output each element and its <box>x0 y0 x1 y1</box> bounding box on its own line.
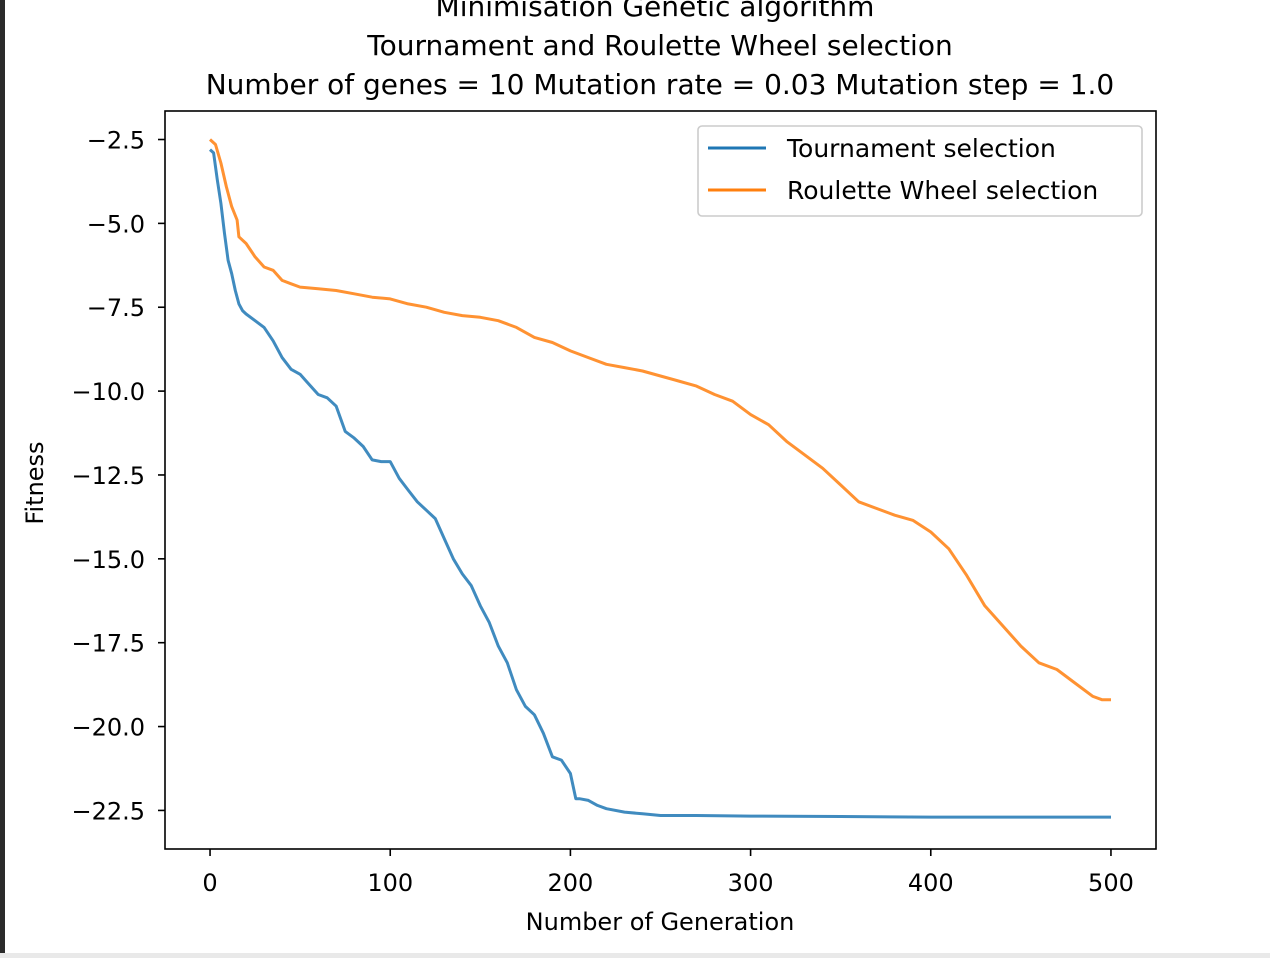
y-tick-label: −2.5 <box>87 127 145 155</box>
y-tick-label: −15.0 <box>71 546 145 574</box>
y-axis: −2.5 −5.0 −7.5 −10.0 −12.5 −15.0 −17.5 −20.0 −22… <box>71 127 165 825</box>
series-line-1 <box>208 138 1111 702</box>
x-axis-label: Number of Generation <box>526 908 795 936</box>
x-tick-label: 400 <box>908 869 954 897</box>
legend-label-tournament: Tournament selection <box>786 134 1056 163</box>
y-axis-label: Fitness <box>21 441 49 524</box>
chart-title-line-2: Tournament and Roulette Wheel selection <box>366 29 952 62</box>
x-tick-label: 300 <box>728 869 774 897</box>
legend: Tournament selection Roulette Wheel sele… <box>697 125 1143 217</box>
plot-area-frame <box>164 110 1157 850</box>
background-window-bottom <box>0 953 1270 958</box>
series-line-0 <box>208 148 1111 819</box>
chart-title-line-3: Number of genes = 10 Mutation rate = 0.0… <box>206 68 1115 101</box>
series-lines <box>208 138 1111 819</box>
x-tick-label: 500 <box>1088 869 1134 897</box>
x-tick-label: 200 <box>548 869 594 897</box>
legend-box <box>697 125 1143 217</box>
y-tick-label: −17.5 <box>71 630 145 658</box>
y-tick-label: −7.5 <box>87 294 145 322</box>
y-tick-label: −5.0 <box>87 210 145 238</box>
y-tick-label: −20.0 <box>71 714 145 742</box>
y-tick-label: −22.5 <box>71 797 145 825</box>
x-tick-label: 100 <box>367 869 413 897</box>
chart-title-line-1: Minimisation Genetic algorithm <box>436 0 875 23</box>
chart-title: Minimisation Genetic algorithm Tournamen… <box>206 0 1115 101</box>
legend-label-roulette: Roulette Wheel selection <box>787 176 1098 205</box>
background-window-edge <box>0 0 5 958</box>
x-tick-label: 0 <box>202 869 217 897</box>
y-tick-label: −10.0 <box>71 378 145 406</box>
y-tick-label: −12.5 <box>71 462 145 490</box>
x-axis: 0 100 200 300 400 500 <box>202 849 1134 897</box>
